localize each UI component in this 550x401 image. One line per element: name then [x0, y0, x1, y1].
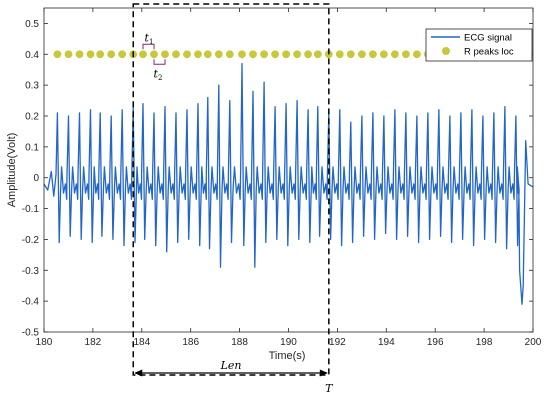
y-tick-label: -0.5	[22, 328, 40, 339]
legend-rpeak-marker	[442, 47, 450, 55]
x-tick-label: 196	[427, 337, 444, 348]
plot-area	[44, 8, 533, 332]
r-peak-marker-15	[203, 50, 212, 59]
t1-label: t	[145, 31, 150, 44]
r-peak-marker-25	[313, 50, 322, 59]
x-tick-label: 182	[85, 337, 102, 348]
window-box	[132, 3, 330, 376]
r-peak-marker-11	[161, 50, 169, 59]
r-peak-marker-14	[194, 50, 202, 59]
T-label: T	[325, 382, 334, 395]
t2-subscript: 2	[158, 74, 162, 82]
r-peak-marker-31	[380, 50, 388, 59]
r-peak-marker-29	[358, 50, 366, 59]
y-tick-label: -0.2	[22, 235, 40, 246]
legend-box	[425, 28, 533, 62]
r-peak-marker-3	[75, 50, 84, 59]
y-tick-label: 0	[33, 173, 39, 184]
r-peak-marker-30	[369, 50, 377, 59]
r-peak-marker-23	[293, 50, 301, 59]
r-peak-marker-17	[225, 50, 234, 59]
r-peak-marker-20	[260, 50, 268, 59]
legend-ecg-label: ECG signal	[464, 33, 512, 44]
x-tick-label: 180	[36, 337, 53, 348]
r-peak-marker-27	[335, 50, 344, 59]
len-label: Len	[220, 359, 242, 372]
legend-rpeak-label: R peaks loc	[464, 47, 514, 58]
r-peak-marker-18	[238, 50, 246, 59]
y-tick-label: 0.5	[25, 19, 39, 30]
plot-background	[44, 8, 533, 332]
r-peak-marker-32	[391, 50, 399, 59]
r-peak-marker-34	[413, 50, 421, 59]
r-peak-marker-19	[249, 50, 257, 59]
y-tick-label: 0.3	[25, 81, 39, 92]
x-tick-label: 190	[280, 337, 297, 348]
y-tick-label: 0.2	[25, 112, 39, 123]
y-tick-label: 0.1	[25, 142, 39, 153]
r-peak-marker-16	[214, 50, 223, 59]
t1-subscript: 1	[149, 38, 153, 46]
r-peak-marker-4	[86, 50, 95, 59]
r-peak-marker-24	[304, 50, 312, 59]
r-peak-marker-9	[139, 50, 147, 59]
y-tick-label: -0.1	[22, 204, 40, 215]
r-peak-marker-1	[53, 50, 62, 59]
x-tick-label: 200	[525, 337, 542, 348]
x-tick-label: 192	[329, 337, 346, 348]
r-peak-marker-2	[64, 50, 73, 59]
r-peak-marker-10	[150, 50, 158, 59]
r-peak-marker-12	[172, 50, 180, 59]
r-peak-marker-13	[183, 50, 191, 59]
ecg-signal-line	[43, 62, 534, 305]
r-peak-marker-33	[402, 50, 410, 59]
t2-bracket	[153, 59, 166, 65]
r-peak-marker-28	[346, 50, 355, 59]
legend: ECG signal R peaks loc	[425, 28, 533, 62]
y-tick-label: -0.3	[22, 266, 40, 277]
y-axis-title: Amplitude(Volt)	[6, 133, 18, 208]
t1-bracket	[142, 43, 155, 50]
len-arrow-head-right	[319, 369, 328, 377]
x-tick-label: 184	[133, 337, 150, 348]
ecg-signal-series	[43, 62, 534, 305]
axes: 180 182 184 186 188 190 192 194 196 198 200 -0.5 -0.…	[6, 7, 542, 362]
x-axis-title: Time(s)	[269, 350, 306, 362]
x-tick-label: 194	[378, 337, 395, 348]
x-tick-label: 198	[476, 337, 493, 348]
len-arrow-head-left	[134, 369, 143, 377]
r-peak-marker-21	[271, 50, 279, 59]
r-peak-marker-22	[282, 50, 290, 59]
y-tick-label: -0.4	[22, 297, 40, 308]
r-peak-marker-5	[96, 50, 105, 59]
r-peak-marker-6	[107, 50, 116, 59]
x-tick-label: 186	[182, 337, 199, 348]
y-tick-label: 0.4	[25, 50, 39, 61]
r-peak-marker-7	[118, 50, 127, 59]
t2-label: t	[154, 67, 159, 80]
x-tick-label: 188	[231, 337, 248, 348]
